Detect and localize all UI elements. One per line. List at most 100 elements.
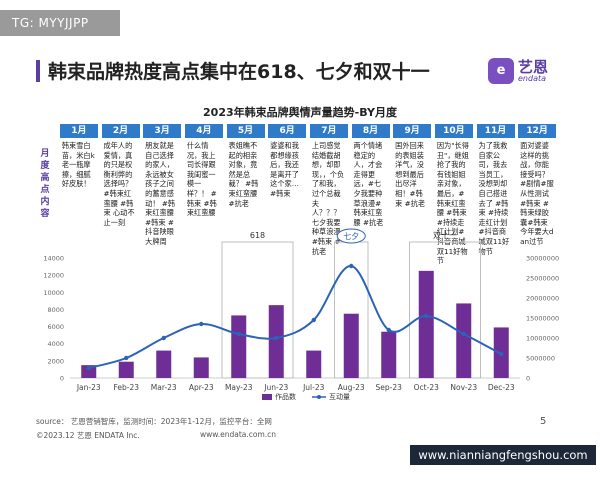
x-tick-label: Oct-23 [414, 383, 439, 392]
y-left-tick-label: 10000 [43, 289, 64, 297]
y-left-tick-label: 12000 [43, 272, 64, 280]
chart-title: 2023年韩束品牌舆情声量趋势-BY月度 [203, 106, 397, 119]
month-header: 2月 [101, 124, 140, 138]
x-tick-label: Aug-23 [338, 383, 365, 392]
line-point-Jun-23 [274, 335, 279, 341]
month-column: 8月两个情绪稳定的人，才会走得更远，#七夕我要种草浪漫#韩束红蛮腰 #抗老 [351, 124, 390, 227]
highlight-box [221, 241, 294, 379]
x-tick-label: May-23 [225, 383, 253, 392]
month-column: 4月什么情况，我上司长得跟我闺蜜一模一样？！ #韩束 #韩束红蛮腰 [184, 124, 223, 218]
y-left-tick-label: 4000 [47, 340, 64, 348]
month-content: 因为"长得丑"，继姐抢了我的有钱姐姐亲对象，最后，#韩束红蛮腰 #韩束#持续走红… [436, 141, 469, 266]
y-left-tick-label: 8000 [47, 306, 64, 314]
month-header: 3月 [143, 124, 182, 138]
legend-line-label: 互动量 [329, 392, 350, 401]
tag-banner: TG: MYYJJPP [0, 10, 120, 36]
line-point-Oct-23 [424, 313, 429, 319]
month-header: 11月 [476, 124, 515, 138]
y-left-tick-label: 0 [60, 375, 64, 383]
side-label-char: 内 [40, 197, 50, 207]
month-column: 7月上司感觉结婚截胡想，却即现，，个负了和我，过个总裁夫人？？？七夕我要种草浪漫… [309, 124, 348, 256]
month-header: 12月 [518, 124, 557, 138]
bar-Jul-23 [306, 350, 322, 378]
line-point-Feb-23 [124, 355, 129, 361]
page-number: 5 [540, 416, 547, 427]
bar-Jun-23 [268, 305, 284, 378]
x-tick-label: Feb-23 [113, 383, 139, 392]
y-left-tick-label: 6000 [47, 323, 64, 331]
month-column: 1月韩束雪白苗，米白k老一瓶摩擦，细腻好皮肤！ [59, 124, 98, 189]
x-tick-label: Apr-23 [189, 383, 214, 392]
line-point-Sep-23 [386, 327, 391, 333]
bar-Aug-23 [343, 313, 359, 378]
month-content: 什么情况，我上司长得跟我闺蜜一模一样？！ #韩束 #韩束红蛮腰 [186, 141, 217, 218]
x-tick-label: Jan-23 [76, 383, 101, 392]
bar-Nov-23 [456, 303, 472, 378]
bar-Jan-23 [81, 365, 97, 378]
y-right-tick-label: 10000000 [526, 335, 559, 343]
side-label-char: 月 [40, 149, 50, 159]
month-header: 5月 [226, 124, 265, 138]
month-content: 成年人的爱情，真的只是权衡利弊的选择吗？#韩束红蛮腰 #韩束 心动不止一刻 [103, 141, 135, 227]
x-tick-label: Mar-23 [151, 383, 177, 392]
month-content: 两个情绪稳定的人，才会走得更远，#七夕我要种草浪漫#韩束红蛮腰 #抗老 [353, 141, 384, 227]
month-header: 6月 [268, 124, 307, 138]
line-point-Aug-23 [349, 263, 354, 269]
y-left-tick-label: 14000 [43, 255, 64, 263]
month-column: 10月 因为"长得丑"，继姐抢了我的有钱姐姐亲对象，最后，#韩束红蛮腰 #韩束#持… [434, 124, 473, 266]
month-header: 9月 [393, 124, 432, 138]
side-label-char: 度 [40, 161, 50, 171]
line-point-Dec-23 [499, 351, 504, 357]
x-tick-label: Jun-23 [263, 383, 288, 392]
month-content: 为了我救自家公司，我去当员工，没想到却自己搭进去了 #韩束 #持续走红计划#抖音… [478, 141, 510, 256]
watermark-banner: www.nianniangfengshou.com [410, 445, 596, 465]
bar-Feb-23 [118, 361, 134, 378]
logo-name-cn: 艺恩 [518, 58, 549, 76]
month-header: 1月 [59, 124, 98, 138]
page-title: 韩束品牌热度高点集中在618、七夕和双十一 [48, 61, 430, 83]
side-label-char: 容 [40, 209, 50, 219]
side-label-char: 点 [40, 185, 50, 195]
line-point-Apr-23 [199, 321, 204, 327]
month-content: 面对婆婆这样的挑战，你能接受吗？ #剧情#服从性测试#韩束 #韩束绿胶囊#韩束今… [520, 141, 554, 246]
month-content: 婆婆和我都想缘孩后，我还是离开了这个家…#韩束 [270, 141, 299, 198]
endata-logo: e 艺恩 endata [488, 56, 558, 86]
highlight-box [334, 241, 369, 379]
line-point-May-23 [236, 331, 241, 337]
legend-line-marker [317, 395, 321, 399]
month-header: 7月 [309, 124, 348, 138]
interaction-line [88, 265, 502, 369]
month-content: 朋友就是自己选择的家人，永远被女孩子之间的蓄意感动！ #韩束红蛮腰 #韩束 #抖… [145, 141, 176, 246]
y-right-tick-label: 25000000 [526, 275, 559, 283]
title-accent-bar [36, 60, 40, 82]
month-content: 国外回来的表姐装洋气，没想到最后出尽洋相！#韩束 #抗老 [395, 141, 426, 208]
line-point-Jul-23 [311, 317, 316, 323]
month-content: 韩束雪白苗，米白k老一瓶摩擦，细腻好皮肤！ [61, 141, 95, 189]
source-note: source： 艺恩营销智库，监测时间：2023年1-12月，监控平台：全网 [36, 417, 272, 426]
logo-icon: e [488, 58, 514, 84]
monthly-highlights-side-label: 月度高点内容 [38, 148, 52, 220]
month-column: 6月婆婆和我都想缘孩后，我还是离开了这个家…#韩束 [268, 124, 307, 199]
line-point-Jan-23 [86, 365, 91, 371]
x-tick-label: Sep-23 [376, 383, 403, 392]
month-column: 9月国外回来的表姐装洋气，没想到最后出尽洋相！#韩束 #抗老 [393, 124, 432, 208]
bar-Oct-23 [418, 270, 434, 378]
x-tick-label: Dec-23 [488, 383, 515, 392]
copyright: ©2023.12 艺恩 ENDATA Inc. [36, 431, 140, 440]
month-content: 上司感觉结婚截胡想，却即现，，个负了和我，过个总裁夫人？？？七夕我要种草浪漫#韩… [311, 141, 345, 256]
line-point-Mar-23 [161, 335, 166, 341]
month-header: 4月 [184, 124, 223, 138]
month-content: 表姐瞧不起的相亲对象，竟然是总裁？ #韩束红蛮腰 #抗老 [228, 141, 259, 208]
bar-Mar-23 [156, 350, 172, 378]
y-right-tick-label: 30000000 [526, 255, 559, 263]
side-label-char: 高 [40, 173, 50, 183]
month-column: 2月成年人的爱情，真的只是权衡利弊的选择吗？#韩束红蛮腰 #韩束 心动不止一刻 [101, 124, 140, 227]
y-left-tick-label: 2000 [47, 357, 64, 365]
logo-name-en: endata [518, 74, 547, 83]
y-right-tick-label: 5000000 [526, 355, 555, 363]
y-right-tick-label: 20000000 [526, 295, 559, 303]
month-column: 3月朋友就是自己选择的家人，永远被女孩子之间的蓄意感动！ #韩束红蛮腰 #韩束 … [143, 124, 182, 247]
legend-bar-swatch [262, 394, 272, 400]
website-link[interactable]: www.endata.com.cn [200, 430, 277, 439]
month-header: 8月 [351, 124, 390, 138]
